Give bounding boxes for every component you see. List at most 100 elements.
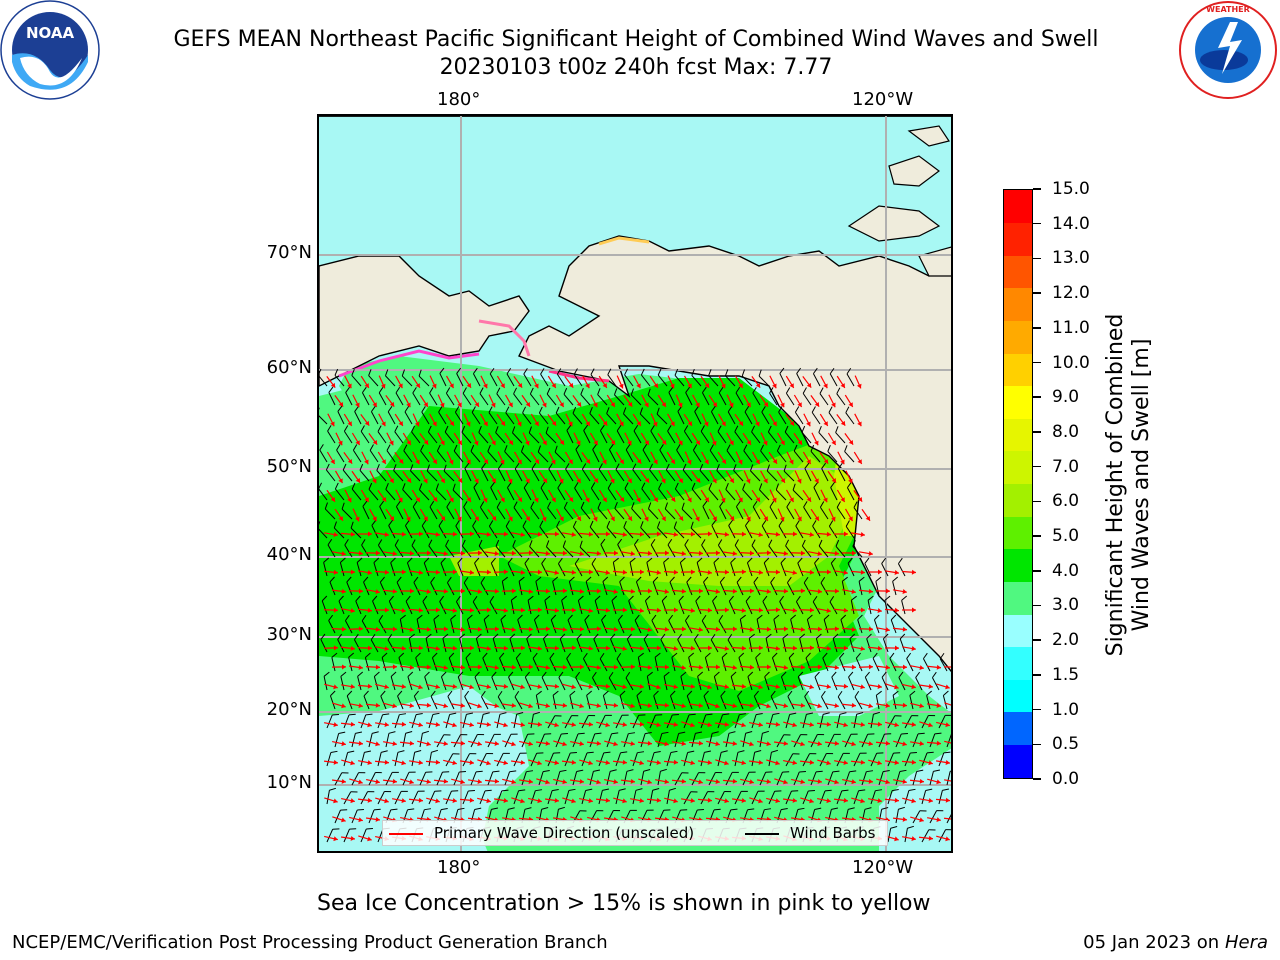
wind-barb	[385, 483, 396, 501]
colorbar-tick-label: 0.5	[1052, 734, 1080, 755]
colorbar-tick-mark	[1033, 639, 1041, 641]
wind-barb	[368, 369, 379, 387]
wind-barb	[733, 464, 744, 482]
colorbar-tick-mark	[1033, 570, 1041, 572]
colorbar-segment	[1004, 450, 1032, 485]
wind-barb	[708, 482, 719, 501]
wind-barb	[674, 482, 685, 501]
map-legend: Primary Wave Direction (unscaled) Wind B…	[382, 820, 888, 846]
wind-barb	[337, 405, 345, 425]
wind-barb	[505, 520, 515, 539]
wind-barb	[547, 501, 557, 520]
wind-barb	[556, 368, 566, 387]
wind-barb	[506, 368, 515, 387]
wind-barb	[325, 463, 336, 482]
wind-barb	[685, 386, 693, 406]
wind-barb	[540, 368, 549, 387]
chart-subtitle: 20230103 t00z 240h fcst Max: 7.77	[439, 55, 833, 80]
colorbar-tick-label: 9.0	[1052, 387, 1080, 408]
wind-barb	[792, 483, 804, 501]
map-svg	[319, 116, 951, 851]
wind-barb	[555, 406, 566, 425]
colorbar-segment	[1004, 744, 1032, 778]
wind-barb	[545, 426, 557, 444]
wind-barb	[668, 386, 676, 406]
colorbar-tick-label: 0.0	[1052, 769, 1080, 789]
wind-barb	[785, 387, 795, 406]
wind-barb	[726, 444, 736, 463]
wind-barb	[341, 502, 353, 520]
wind-barb	[819, 501, 829, 520]
wind-barb	[590, 482, 600, 501]
wind-barb	[580, 388, 591, 406]
wind-barb	[802, 387, 812, 406]
wind-barb	[402, 483, 413, 501]
wind-barb	[506, 481, 515, 501]
wind-barb	[640, 521, 651, 539]
colorbar-tick-label: 10.0	[1052, 352, 1090, 373]
wind-barb	[334, 482, 345, 501]
wind-barb	[751, 425, 761, 444]
wind-barb	[464, 462, 472, 482]
wind-barb	[573, 368, 583, 387]
wind-barb	[623, 521, 634, 539]
chart-title: GEFS MEAN Northeast Pacific Significant …	[173, 27, 1099, 52]
lon-label-bottom-180: 180°	[437, 857, 481, 878]
colorbar-segment	[1004, 418, 1032, 452]
wind-barb	[741, 369, 753, 387]
wind-barb	[395, 387, 404, 406]
wind-barb	[478, 426, 489, 444]
wind-barb	[395, 500, 404, 520]
wind-barb	[574, 482, 583, 501]
wind-barb	[778, 520, 787, 539]
wind-barb	[540, 482, 549, 501]
colorbar-tick-mark	[1033, 535, 1041, 537]
wind-barb	[828, 520, 838, 539]
wind-barb	[426, 464, 438, 482]
wind-barb	[418, 369, 430, 387]
wind-barb	[812, 367, 821, 387]
wind-barb	[456, 367, 464, 387]
wind-barb	[622, 407, 634, 425]
wind-barb	[369, 444, 379, 463]
wind-barb	[496, 387, 506, 406]
wind-barb	[513, 501, 523, 520]
wind-barb	[711, 519, 719, 539]
colorbar-tick-mark	[1033, 743, 1041, 746]
wind-barb	[336, 444, 345, 463]
wind-barb	[377, 425, 387, 444]
colorbar-title: Significant Height of Combined Wind Wave…	[1103, 314, 1155, 657]
wind-barb	[523, 481, 532, 501]
wind-barb	[445, 387, 455, 406]
wind-barb	[401, 369, 413, 387]
wind-barb	[361, 386, 370, 406]
wind-barb	[735, 387, 744, 406]
wind-barb	[692, 444, 702, 463]
colorbar-tick-label: 7.0	[1052, 456, 1080, 477]
wind-barb	[539, 520, 549, 539]
wind-barb	[742, 483, 753, 501]
wind-barb	[813, 481, 821, 501]
wind-barb	[462, 387, 472, 406]
wind-barb	[470, 444, 481, 463]
wind-barb	[709, 444, 719, 463]
wind-barb	[656, 521, 668, 539]
wind-barb	[427, 425, 438, 444]
wind-barb	[699, 463, 710, 482]
wind-barb	[455, 520, 464, 539]
wind-barb	[783, 464, 795, 482]
wind-barb	[649, 463, 659, 482]
lon-label-bottom-120w: 120°W	[852, 857, 914, 878]
wind-barb	[359, 463, 370, 482]
wind-barb	[566, 424, 574, 444]
wind-barb	[821, 462, 829, 482]
wind-barb	[845, 520, 855, 539]
wind-barb	[640, 368, 651, 387]
wave-direction-legend-label: Primary Wave Direction (unscaled)	[434, 824, 695, 842]
wind-barb	[411, 539, 421, 558]
credit-date-text: 05 Jan 2023 on	[1083, 932, 1225, 953]
wind-barb	[528, 426, 540, 444]
wind-barb	[387, 405, 396, 425]
wind-barb	[360, 425, 370, 444]
wind-barb	[490, 481, 498, 501]
